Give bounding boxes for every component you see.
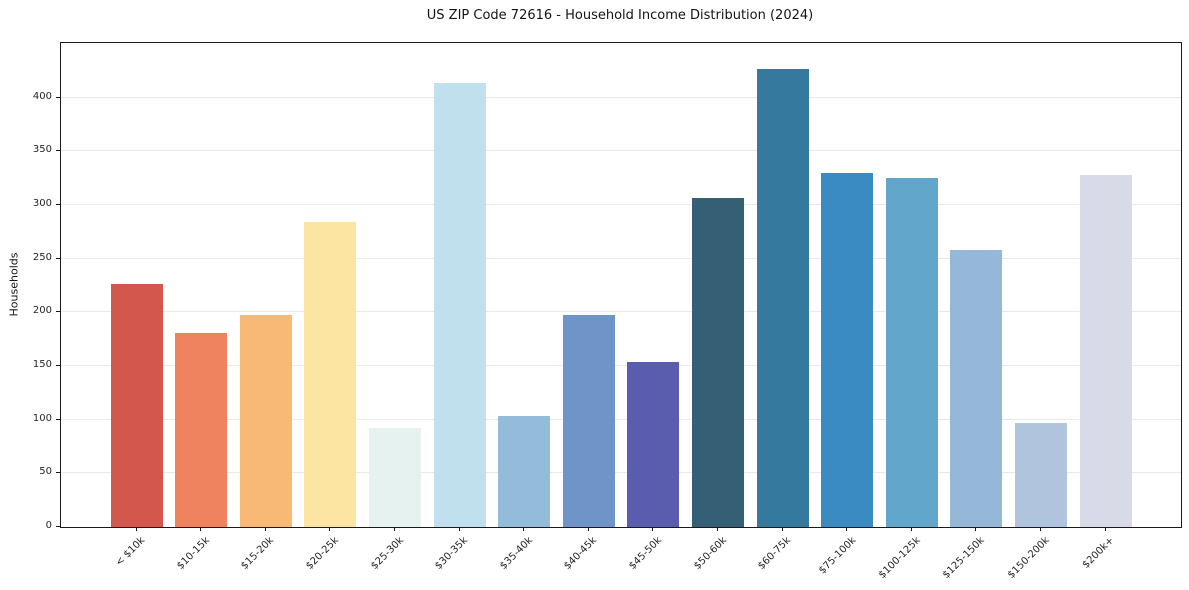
bar bbox=[756, 68, 809, 527]
x-tick-mark bbox=[523, 527, 525, 531]
x-tick-label: < $10k bbox=[113, 535, 148, 569]
gridline bbox=[61, 257, 1181, 259]
y-tick-mark bbox=[56, 311, 60, 313]
x-tick-label: $10-15k bbox=[174, 535, 212, 572]
x-tick-mark bbox=[846, 527, 848, 531]
bar bbox=[885, 178, 938, 527]
x-tick-mark bbox=[135, 527, 137, 531]
gridline bbox=[61, 472, 1181, 474]
x-tick-label: $60-75k bbox=[756, 535, 794, 572]
y-tick-mark bbox=[56, 418, 60, 420]
y-tick-label: 50 bbox=[39, 466, 52, 478]
bar bbox=[627, 361, 680, 527]
chart-title: US ZIP Code 72616 - Household Income Dis… bbox=[426, 8, 814, 23]
x-tick-label: $75-100k bbox=[816, 535, 858, 577]
bar bbox=[368, 428, 421, 527]
x-tick-mark bbox=[975, 527, 977, 531]
y-tick-mark bbox=[56, 150, 60, 152]
y-tick-mark bbox=[56, 365, 60, 367]
gridline bbox=[61, 96, 1181, 98]
plot-area bbox=[60, 42, 1182, 528]
bar bbox=[175, 332, 228, 527]
x-tick-label: $30-35k bbox=[433, 535, 471, 572]
bar bbox=[691, 197, 744, 527]
gridline bbox=[61, 418, 1181, 420]
y-tick-mark bbox=[56, 204, 60, 206]
x-tick-mark bbox=[587, 527, 589, 531]
x-tick-mark bbox=[1039, 527, 1041, 531]
bar bbox=[562, 314, 615, 527]
y-tick-mark bbox=[56, 526, 60, 527]
x-tick-mark bbox=[200, 527, 202, 531]
y-tick-label: 250 bbox=[32, 251, 52, 263]
x-tick-label: $45-50k bbox=[627, 535, 665, 572]
y-tick-label: 100 bbox=[32, 412, 52, 424]
y-tick-label: 350 bbox=[32, 144, 52, 156]
x-tick-mark bbox=[1104, 527, 1106, 531]
bar bbox=[239, 314, 292, 527]
x-tick-mark bbox=[329, 527, 331, 531]
y-tick-label: 300 bbox=[32, 198, 52, 210]
x-tick-label: $40-45k bbox=[562, 535, 600, 572]
bar bbox=[821, 172, 874, 527]
x-tick-label: $35-40k bbox=[497, 535, 535, 572]
x-tick-label: $125-150k bbox=[941, 535, 988, 581]
x-tick-label: $25-30k bbox=[368, 535, 406, 572]
x-tick-mark bbox=[716, 527, 718, 531]
gridline bbox=[61, 150, 1181, 152]
bar bbox=[498, 416, 551, 527]
y-tick-mark bbox=[56, 257, 60, 259]
x-tick-mark bbox=[781, 527, 783, 531]
bar bbox=[433, 82, 486, 527]
x-tick-mark bbox=[910, 527, 912, 531]
x-tick-label: $150-200k bbox=[1005, 535, 1052, 581]
y-tick-mark bbox=[56, 96, 60, 98]
y-tick-label: 200 bbox=[32, 305, 52, 317]
bar bbox=[1079, 175, 1132, 527]
y-axis-label: Households bbox=[7, 252, 21, 317]
x-tick-mark bbox=[264, 527, 266, 531]
x-tick-label: $20-25k bbox=[304, 535, 342, 572]
gridline bbox=[61, 204, 1181, 206]
bar bbox=[110, 284, 163, 527]
y-tick-label: 150 bbox=[32, 359, 52, 371]
x-tick-mark bbox=[458, 527, 460, 531]
x-tick-label: $200k+ bbox=[1080, 535, 1117, 571]
gridline bbox=[61, 311, 1181, 313]
bar bbox=[950, 250, 1003, 527]
x-tick-mark bbox=[393, 527, 395, 531]
bar bbox=[1014, 422, 1067, 527]
x-tick-mark bbox=[652, 527, 654, 531]
x-tick-label: $100-125k bbox=[876, 535, 923, 581]
gridline bbox=[61, 365, 1181, 367]
x-tick-label: $15-20k bbox=[239, 535, 277, 572]
x-tick-label: $50-60k bbox=[691, 535, 729, 572]
y-tick-label: 0 bbox=[45, 520, 52, 531]
bar bbox=[304, 222, 357, 527]
y-tick-mark bbox=[56, 472, 60, 474]
y-tick-label: 400 bbox=[32, 90, 52, 102]
